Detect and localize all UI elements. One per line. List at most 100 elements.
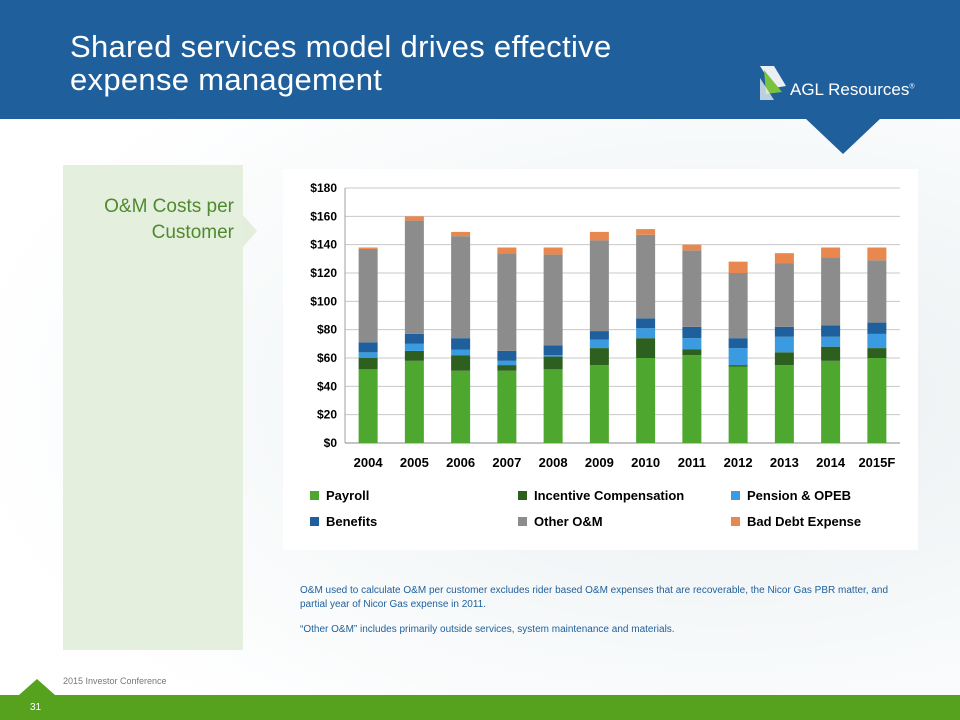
y-tick-label: $100 xyxy=(310,294,337,308)
bar-segment xyxy=(774,326,794,337)
y-tick-label: $40 xyxy=(317,379,337,393)
bar-segment xyxy=(867,358,887,443)
bar-segment xyxy=(867,333,887,349)
bar-segment xyxy=(404,216,424,221)
bar-segment xyxy=(636,338,656,358)
legend-swatch xyxy=(731,517,740,526)
legend-label: Bad Debt Expense xyxy=(747,514,861,529)
title-line-2: expense management xyxy=(70,62,383,97)
chart-container: $0 $20 $40 $60 $80 $100 $120 $140 $160 $180 2004 20… xyxy=(283,169,918,550)
x-tick-label: 2005 xyxy=(400,455,429,470)
bar-segment xyxy=(728,261,748,273)
slide-title: Shared services model drives effective e… xyxy=(70,30,710,96)
bar-segment xyxy=(728,273,748,339)
bar-segment xyxy=(543,247,563,255)
bar-segment xyxy=(404,360,424,443)
bar-segment xyxy=(682,244,702,251)
bar-segment xyxy=(821,346,841,361)
legend-swatch xyxy=(518,491,527,500)
x-tick-label: 2004 xyxy=(354,455,384,470)
legend-swatch xyxy=(518,517,527,526)
title-line-1: Shared services model drives effective xyxy=(70,29,612,64)
bar-segment xyxy=(636,358,656,443)
bar-segment xyxy=(774,352,794,366)
y-tick-label: $180 xyxy=(310,181,337,195)
logo-text: AGL Resources® xyxy=(790,80,915,100)
footer-bar xyxy=(0,695,960,720)
x-tick-label: 2010 xyxy=(631,455,660,470)
x-tick-label: 2006 xyxy=(446,455,475,470)
legend-label: Other O&M xyxy=(534,514,603,529)
bar-segment xyxy=(358,248,378,343)
x-tick-label: 2009 xyxy=(585,455,614,470)
bar-segment xyxy=(358,352,378,358)
footnote-om-definition: O&M used to calculate O&M per customer e… xyxy=(300,585,889,610)
logo-registered-mark: ® xyxy=(909,83,915,91)
x-tick-label: 2015F xyxy=(858,455,895,470)
legend-swatch xyxy=(310,517,319,526)
bar-segment xyxy=(451,236,471,339)
bar-segment xyxy=(404,220,424,334)
legend-label: Pension & OPEB xyxy=(747,488,851,503)
bar-segment xyxy=(589,365,609,443)
bar-segment xyxy=(451,355,471,371)
bar-segment xyxy=(358,247,378,249)
bar-segment xyxy=(543,355,563,357)
bar-segment xyxy=(543,369,563,443)
bar-segment xyxy=(682,326,702,339)
section-label: O&M Costs per Customer xyxy=(66,194,234,246)
header-bar xyxy=(0,0,960,119)
bar-segment xyxy=(867,322,887,334)
bar-segment xyxy=(682,338,702,350)
bar-segment xyxy=(728,348,748,366)
legend-swatch xyxy=(310,491,319,500)
bar-segment xyxy=(451,338,471,350)
x-tick-label: 2013 xyxy=(770,455,799,470)
bar-segment xyxy=(589,339,609,349)
page-number: 31 xyxy=(30,702,42,713)
x-tick-label: 2014 xyxy=(816,455,846,470)
side-panel xyxy=(63,165,243,650)
bar-segment xyxy=(497,365,517,371)
bar-segment xyxy=(451,231,471,237)
y-tick-label: $20 xyxy=(317,408,337,422)
bar-segment xyxy=(404,343,424,351)
legend-label: Benefits xyxy=(326,514,377,529)
bar-segment xyxy=(497,350,517,361)
bar-segment xyxy=(682,250,702,327)
logo-name: AGL Resources xyxy=(790,80,910,99)
y-tick-label: $0 xyxy=(324,436,338,450)
bar-segment xyxy=(543,254,563,346)
bar-segment xyxy=(821,247,841,258)
section-label-line-2: Customer xyxy=(151,222,234,243)
section-label-line-1: O&M Costs per xyxy=(104,196,234,217)
bar-segment xyxy=(774,336,794,353)
bar-segment xyxy=(774,365,794,443)
bar-segment xyxy=(497,370,517,443)
bar-segment xyxy=(589,231,609,241)
bar-segment xyxy=(867,348,887,358)
bar-segment xyxy=(636,328,656,339)
bar-segment xyxy=(451,349,471,356)
bar-segment xyxy=(497,247,517,254)
bar-segment xyxy=(867,260,887,323)
bar-segment xyxy=(543,345,563,356)
bar-segment xyxy=(636,229,656,235)
side-panel-arrow xyxy=(243,215,257,247)
legend-label: Incentive Compensation xyxy=(534,488,684,503)
bar-segment xyxy=(867,247,887,261)
legend-label: Payroll xyxy=(326,488,369,503)
y-tick-label: $80 xyxy=(317,323,337,337)
bar-segment xyxy=(821,257,841,326)
footnote-other-om: “Other O&M” includes primarily outside s… xyxy=(300,624,675,635)
bar-segment xyxy=(404,350,424,361)
bar-segment xyxy=(728,338,748,349)
y-tick-label: $160 xyxy=(310,209,337,223)
y-tick-label: $140 xyxy=(310,238,337,252)
y-tick-label: $60 xyxy=(317,351,337,365)
x-tick-label: 2012 xyxy=(724,455,753,470)
bar-segment xyxy=(358,358,378,370)
legend-swatch xyxy=(731,491,740,500)
bar-segment xyxy=(358,342,378,353)
bar-segment xyxy=(589,240,609,332)
